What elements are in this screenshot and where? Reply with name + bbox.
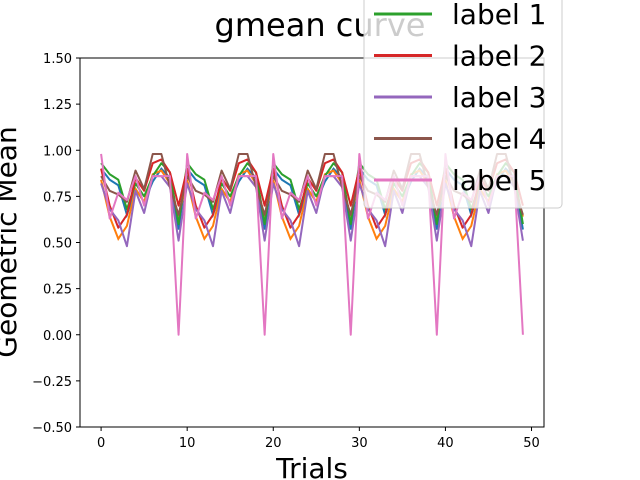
legend-label: label 3 [452, 81, 546, 114]
x-axis-label: Trials [275, 452, 348, 480]
x-tick-label: 50 [523, 436, 540, 451]
legend-box [363, 0, 563, 209]
y-tick-label: 0.75 [43, 190, 72, 205]
y-tick-label: 0.00 [43, 329, 72, 344]
legend-label: label 1 [452, 0, 546, 31]
x-tick-label: 40 [437, 436, 454, 451]
legend-label: label 2 [452, 40, 546, 73]
legend: label 1 label 2 label 3 label 4 label 5 [363, 0, 563, 209]
x-tick-label: 20 [265, 436, 282, 451]
legend-label: label 5 [452, 164, 546, 197]
y-tick-label: −0.25 [32, 375, 72, 390]
y-tick-label: 1.00 [43, 144, 72, 159]
x-axis: 0 10 20 30 40 50 [97, 427, 540, 451]
y-tick-label: 0.50 [43, 237, 72, 252]
y-tick-label: 1.25 [43, 98, 72, 113]
y-axis-label: Geometric Mean [0, 126, 23, 357]
x-tick-label: 30 [351, 436, 368, 451]
y-tick-label: 1.50 [43, 52, 72, 67]
x-tick-label: 0 [97, 436, 105, 451]
y-tick-label: −0.50 [32, 421, 72, 436]
x-tick-label: 10 [179, 436, 196, 451]
y-axis: −0.50 −0.25 0.00 0.25 0.50 0.75 1.00 1.25 1.50 [32, 52, 80, 436]
legend-label: label 4 [452, 123, 546, 156]
y-tick-label: 0.25 [43, 283, 72, 298]
